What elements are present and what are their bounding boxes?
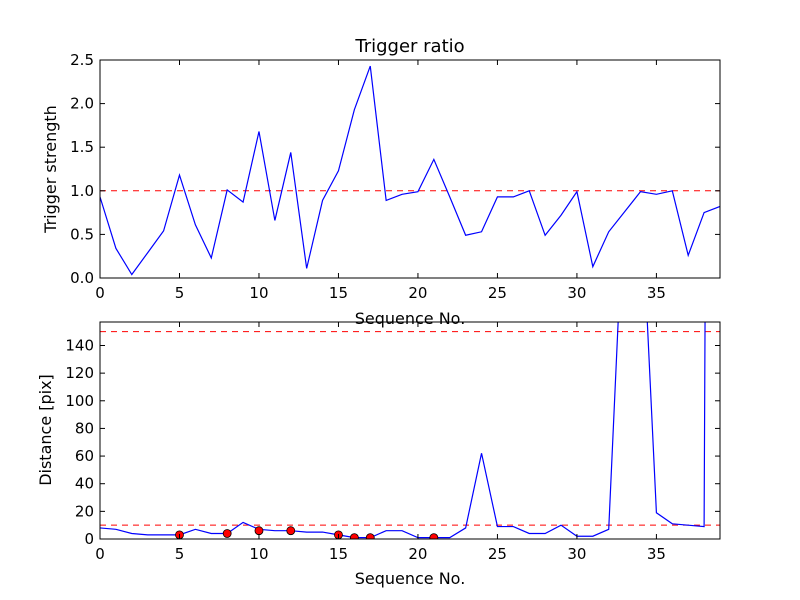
data-marker [349, 533, 359, 539]
series-line [100, 65, 720, 276]
plot-frame [99, 59, 721, 279]
distance-chart: 0 5 10 15 20 25 30 35 0 20 40 60 80 100 120 140 Sequenc… [36, 321, 721, 588]
y-tick-label: 100 [65, 392, 94, 410]
y-axis-label: Distance [pix] [36, 374, 55, 486]
x-axis-label: Sequence No. [355, 309, 466, 328]
data-marker [254, 526, 264, 536]
plot-frame [99, 321, 721, 540]
x-tick-label: 15 [329, 545, 348, 563]
y-tick-label: 120 [65, 364, 94, 382]
y-tick-label: 80 [75, 419, 94, 437]
x-tick-label: 10 [249, 284, 268, 302]
x-tick-label: 30 [567, 545, 586, 563]
x-tick-label: 5 [175, 545, 185, 563]
y-tick-label: 2.5 [70, 51, 94, 69]
x-tick-label: 20 [408, 545, 427, 563]
data-marker [286, 526, 296, 536]
y-tick-label: 20 [75, 502, 94, 520]
x-tick-label: 35 [647, 284, 666, 302]
series-line [100, 322, 706, 539]
y-tick-label: 0.5 [70, 225, 94, 243]
x-tick-label: 5 [175, 284, 185, 302]
data-marker [365, 533, 375, 539]
x-tick-label: 25 [488, 284, 507, 302]
y-tick-label: 40 [75, 475, 94, 493]
y-tick-label: 60 [75, 447, 94, 465]
y-tick-label: 0.0 [70, 269, 94, 287]
x-tick-label: 0 [95, 284, 105, 302]
x-tick-label: 10 [249, 545, 268, 563]
y-tick-label: 0 [84, 530, 94, 548]
y-tick-label: 140 [65, 336, 94, 354]
y-tick-label: 2.0 [70, 95, 94, 113]
data-marker [222, 529, 232, 538]
x-tick-label: 20 [408, 284, 427, 302]
x-tick-label: 0 [95, 545, 105, 563]
chart-title: Trigger ratio [354, 36, 464, 57]
x-tick-label: 35 [647, 545, 666, 563]
y-tick-label: 1.0 [70, 182, 94, 200]
x-axis-label: Sequence No. [355, 569, 466, 588]
data-marker [429, 533, 439, 539]
trigger-ratio-chart: Trigger ratio 0 5 10 15 20 25 30 35 0.0 0.5 1.0 1.5… [41, 36, 721, 328]
x-tick-label: 30 [567, 284, 586, 302]
y-tick-label: 1.5 [70, 138, 94, 156]
x-tick-label: 25 [488, 545, 507, 563]
y-axis-label: Trigger strength [41, 105, 60, 234]
x-tick-label: 15 [329, 284, 348, 302]
